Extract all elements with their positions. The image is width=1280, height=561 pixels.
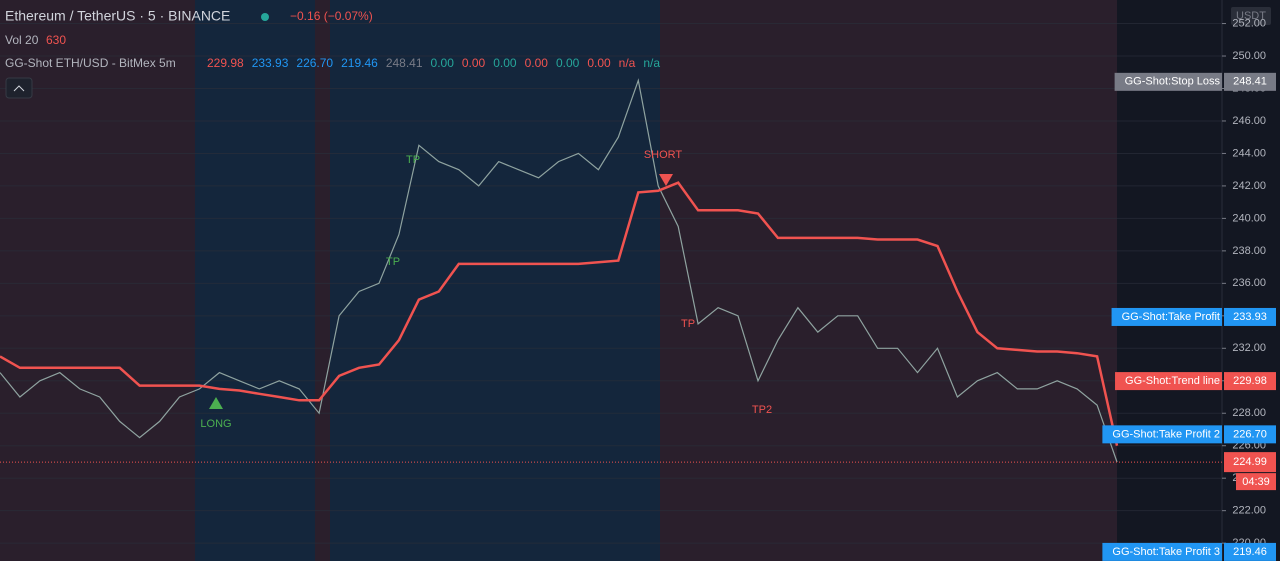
indicator-value: 233.93 [252,56,289,70]
level-label-badge [1102,425,1222,444]
level-value-badge [1224,72,1276,91]
level-value: 219.46 [1233,546,1267,558]
indicator-value: n/a [643,56,660,70]
y-tick-label: 222.00 [1232,505,1266,517]
currency-badge[interactable] [1231,7,1271,25]
y-tick-label: 242.00 [1232,180,1266,192]
level-label: GG-Shot:Take Profit 2 [1112,428,1220,440]
last-price-value: 224.99 [1233,456,1267,468]
indicator-value: 0.00 [525,56,549,70]
bg-long-zone [195,0,315,561]
y-tick-label: 246.00 [1232,115,1266,127]
y-tick-label: 236.00 [1232,277,1266,289]
indicator-name: GG-Shot ETH/USD - BitMex 5m [5,56,176,70]
status-dot [261,13,269,21]
signal-label: TP [386,256,400,268]
long-marker [209,397,223,409]
level-value-badge [1224,425,1276,444]
signal-label: LONG [200,418,231,430]
last-price-badge [1224,452,1276,473]
countdown: 04:39 [1242,476,1270,488]
level-label: GG-Shot:Stop Loss [1125,76,1221,88]
chevron-icon [13,85,25,92]
level-label: GG-Shot:Trend line [1125,375,1220,387]
y-tick-label: 232.00 [1232,342,1266,354]
bg-short-zone [660,0,1117,561]
indicator-value: 0.00 [462,56,486,70]
bg-short-zone [315,0,330,561]
indicator-value: 229.98 [207,56,244,70]
indicator-value: 0.00 [556,56,580,70]
indicator-value: 248.41 [386,56,423,70]
bg-long-zone [330,0,660,561]
indicator-value: 0.00 [493,56,517,70]
countdown-badge [1236,473,1276,491]
price-line [0,78,1118,463]
volume-value: 630 [46,33,66,47]
signal-label: TP [681,318,695,330]
level-value: 226.70 [1233,428,1267,440]
level-label-badge [1114,72,1222,91]
indicator-value: 0.00 [431,56,455,70]
y-tick-label: 250.00 [1232,50,1266,62]
collapse-button[interactable] [5,77,33,99]
level-value: 233.93 [1233,311,1267,323]
trend-line [0,181,1119,446]
y-tick-label: 244.00 [1232,147,1266,159]
currency: USDT [1236,10,1266,22]
y-tick-label: 252.00 [1232,17,1266,29]
signal-label: TP [406,154,420,166]
level-value-badge [1224,307,1276,326]
level-label: GG-Shot:Take Profit [1122,311,1220,323]
level-value: 229.98 [1233,375,1267,387]
level-label-badge [1115,372,1222,391]
indicator-value: 226.70 [296,56,333,70]
volume-label: Vol 20 [5,33,39,47]
level-value-badge [1224,542,1276,561]
level-label-badge [1102,542,1222,561]
level-label: GG-Shot:Take Profit 3 [1112,546,1220,558]
level-value-badge [1224,372,1276,391]
signal-label: SHORT [644,149,683,161]
indicator-value: 219.46 [341,56,378,70]
bg-future [1117,0,1222,561]
symbol-title: Ethereum / TetherUS · 5 · BINANCE [5,8,230,24]
signal-label: TP2 [752,404,772,416]
price-change: −0.16 (−0.07%) [290,9,373,23]
y-tick-label: 238.00 [1232,245,1266,257]
level-label-badge [1111,307,1222,326]
short-marker [659,174,673,186]
y-tick-label: 240.00 [1232,212,1266,224]
y-tick-label: 228.00 [1232,407,1266,419]
indicator-value: n/a [619,56,636,70]
level-value: 248.41 [1233,76,1267,88]
indicator-value: 0.00 [587,56,611,70]
